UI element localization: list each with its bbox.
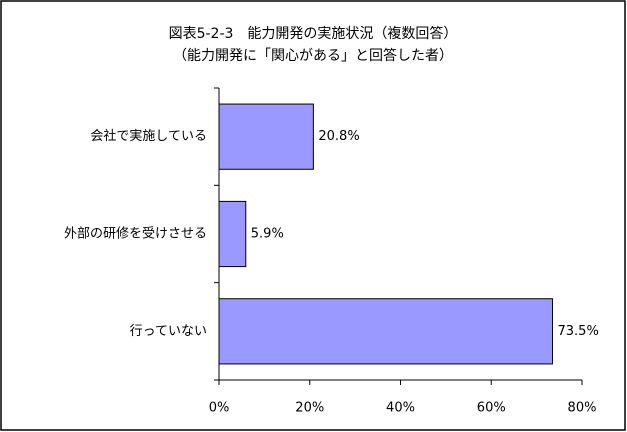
chart-title: 図表5-2-3 能力開発の実施状況（複数回答）	[169, 25, 458, 42]
bar	[218, 103, 314, 170]
x-tick-label: 60%	[477, 401, 506, 416]
y-tick-label: 外部の研修を受けさせる	[64, 227, 207, 242]
bar	[218, 298, 554, 365]
y-tick-label: 行っていない	[130, 324, 207, 339]
data-label: 5.9%	[251, 227, 284, 242]
bar	[218, 200, 247, 268]
x-tick-label: 80%	[568, 401, 597, 416]
x-tick-label: 40%	[386, 401, 415, 416]
x-tick-label: 0%	[209, 401, 230, 416]
chart-subtitle: （能力開発に「関心がある」と回答した者）	[173, 47, 453, 64]
x-tick-label: 20%	[295, 401, 324, 416]
y-tick-label: 会社で実施している	[90, 128, 207, 144]
data-label: 20.8%	[318, 129, 359, 144]
data-label: 73.5%	[558, 324, 599, 339]
